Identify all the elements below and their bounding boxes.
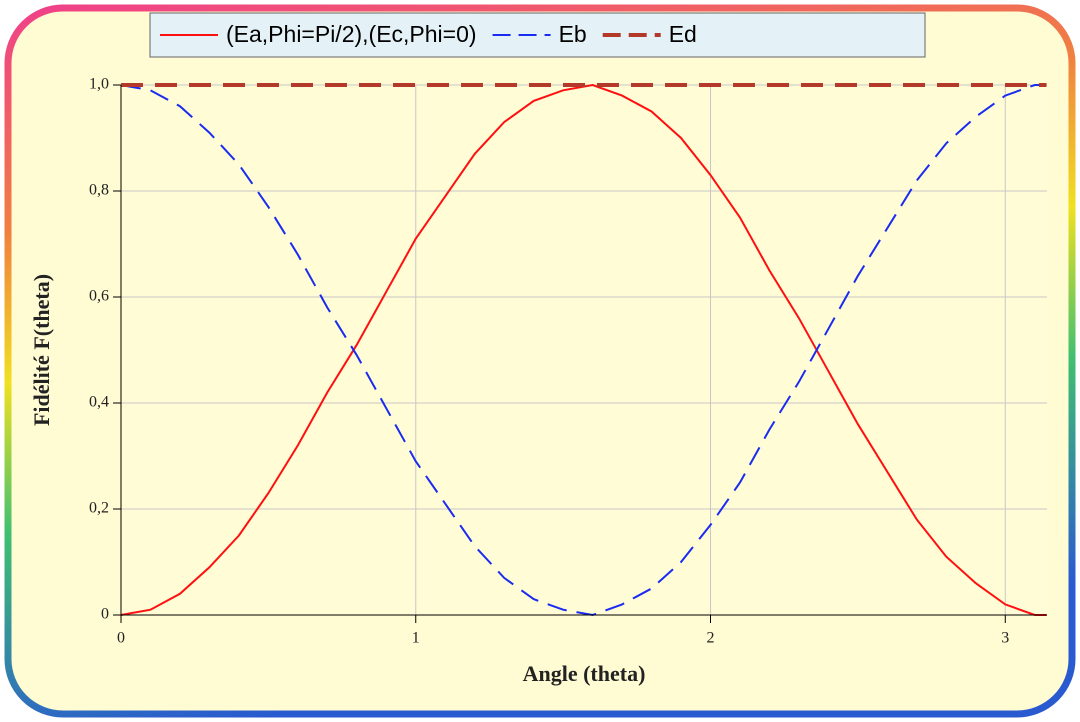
axes: 0 0,2 0,4 0,6 0,8 1,0 0 1 2 3 — [89, 76, 1047, 647]
y-tick-label: 0,2 — [89, 500, 109, 517]
legend-label: Eb — [559, 21, 587, 47]
y-axis-label: Fidélité F(theta) — [29, 274, 54, 426]
y-tick-label: 1,0 — [89, 76, 109, 93]
x-tick-label: 1 — [412, 630, 420, 647]
series-line — [120, 83, 1047, 616]
y-tick-label: 0 — [101, 606, 109, 623]
x-tick-label: 2 — [707, 630, 715, 647]
x-axis-label: Angle (theta) — [523, 661, 646, 686]
plot-area — [121, 85, 1047, 615]
y-tick-label: 0,6 — [89, 288, 109, 305]
y-tick-label: 0,8 — [89, 182, 109, 199]
legend — [149, 12, 926, 58]
y-tick-label: 0,4 — [89, 394, 109, 411]
x-tick-label: 3 — [1001, 630, 1009, 647]
legend-label: (Ea,Phi=Pi/2),(Ec,Phi=0) — [226, 21, 477, 47]
legend-items: (Ea,Phi=Pi/2),(Ec,Phi=0) Eb Ed — [160, 21, 697, 47]
legend-label: Ed — [669, 21, 697, 47]
x-tick-label: 0 — [117, 630, 125, 647]
